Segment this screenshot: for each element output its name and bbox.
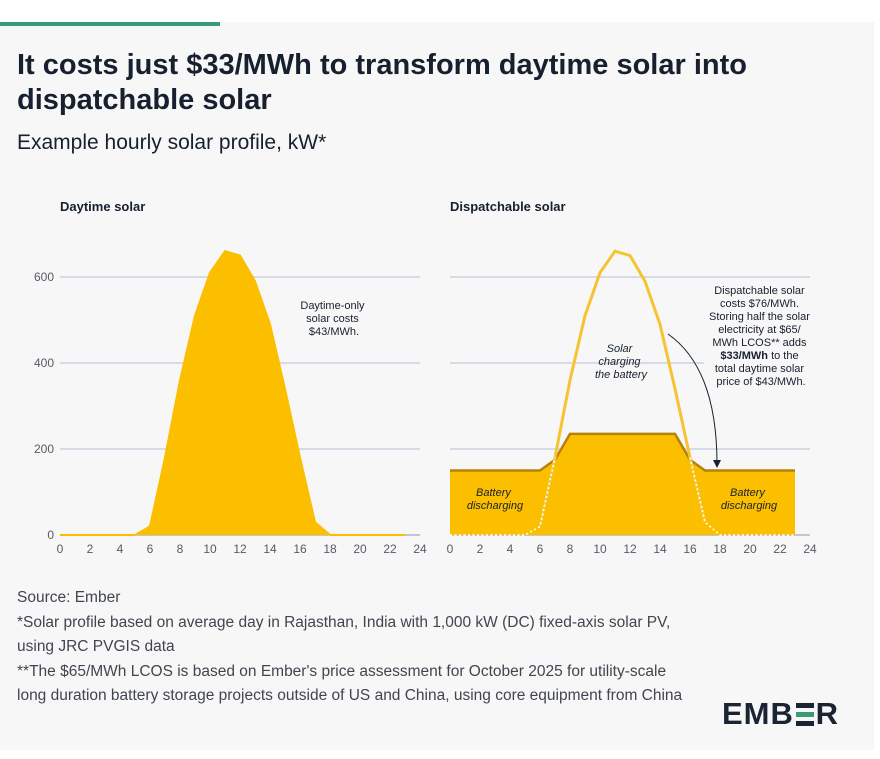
dispatchable-line (450, 432, 795, 472)
logo-bar-top (795, 703, 814, 708)
x-tick-label: 8 (177, 542, 184, 556)
logo-bar-bottom (795, 721, 814, 726)
annotation-line: Daytime-only (300, 300, 365, 312)
x-tick-label: 22 (383, 542, 397, 556)
source-note: Source: Ember (17, 589, 121, 606)
annotation-rest: to the (768, 350, 799, 362)
x-tick-label: 4 (507, 542, 514, 556)
ember-logo: EMBE R (722, 696, 839, 732)
solar-area-outline (60, 250, 405, 536)
annotation-line: price of $43/MWh. (716, 376, 805, 388)
charging-label: Solar charging the battery (595, 343, 648, 381)
chart-title: It costs just $33/MWh to transform dayti… (17, 49, 747, 116)
x-tick-label: 0 (447, 542, 454, 556)
label-line: Solar (607, 343, 634, 355)
dispatchable-solar-panel: Dispatchable solar 0 2 4 6 8 10 12 14 16 18 20 22 24… (447, 199, 818, 556)
panel-title-daytime: Daytime solar (60, 199, 145, 214)
panel-title-dispatchable: Dispatchable solar (450, 199, 566, 214)
x-tick-label: 6 (537, 542, 544, 556)
logo-suffix: R (815, 696, 839, 731)
x-tick-label: 16 (683, 542, 697, 556)
annotation-line: $33/MWh to the (720, 350, 798, 362)
logo-stylized-letter: E (794, 696, 816, 731)
x-tick-label: 14 (263, 542, 277, 556)
annotation-bold: $33/MWh (720, 350, 768, 362)
x-tick-label: 22 (773, 542, 787, 556)
label-line: discharging (467, 500, 524, 512)
x-tick-label: 16 (293, 542, 307, 556)
x-tick-label: 6 (147, 542, 154, 556)
x-tick-label: 2 (477, 542, 484, 556)
label-line: Battery (730, 487, 766, 499)
accent-bar (0, 22, 220, 26)
x-tick-label: 14 (653, 542, 667, 556)
annotation-line: electricity at $65/ (718, 324, 801, 336)
annotation-line: MWh LCOS** adds (712, 337, 807, 349)
solar-curve-line (538, 249, 707, 527)
x-tick-label: 0 (57, 542, 64, 556)
annotation-line: total daytime solar (715, 363, 805, 375)
x-tick-labels: 0 2 4 6 8 10 12 14 16 18 20 22 24 (57, 542, 427, 556)
x-tick-label: 8 (567, 542, 574, 556)
footnote-1: *Solar profile based on average day in R… (17, 613, 671, 656)
x-tick-label: 2 (87, 542, 94, 556)
discharging-left-label: Battery discharging (467, 487, 524, 512)
label-line: the battery (595, 369, 648, 381)
annotation-line: solar costs (306, 313, 359, 325)
x-tick-label: 4 (117, 542, 124, 556)
x-tick-label: 24 (413, 542, 427, 556)
x-tick-label: 12 (233, 542, 247, 556)
dispatchable-area (450, 433, 795, 535)
label-line: charging (598, 356, 641, 368)
logo-bar-mid (795, 712, 814, 717)
footnote-2: **The $65/MWh LCOS is based on Ember's p… (17, 662, 683, 705)
y-tick-label: 600 (34, 270, 54, 284)
label-line: discharging (721, 500, 778, 512)
chart-subtitle: Example hourly solar profile, kW* (17, 131, 327, 154)
annotation-line: costs $76/MWh. (720, 298, 799, 310)
annotation-line: $43/MWh. (309, 326, 359, 338)
x-tick-label: 10 (593, 542, 607, 556)
daytime-annotation: Daytime-only solar costs $43/MWh. (300, 300, 367, 338)
discharging-right-label: Battery discharging (721, 487, 778, 512)
x-tick-label: 18 (713, 542, 727, 556)
dispatchable-annotation: Dispatchable solar costs $76/MWh. Storin… (709, 285, 813, 388)
x-tick-label: 12 (623, 542, 637, 556)
label-line: Battery (476, 487, 512, 499)
annotation-line: Dispatchable solar (714, 285, 805, 297)
solar-curve-dotted-right (689, 457, 795, 536)
logo-e-bars (795, 703, 814, 726)
footer-notes: Source: Ember *Solar profile based on av… (17, 586, 697, 709)
y-tick-labels: 0 200 400 600 (34, 270, 54, 542)
annotation-line: Storing half the solar (709, 311, 810, 323)
y-tick-label: 0 (47, 528, 54, 542)
x-tick-label: 18 (323, 542, 337, 556)
x-tick-label: 20 (353, 542, 367, 556)
annotation-background (704, 284, 818, 388)
y-tick-label: 400 (34, 356, 54, 370)
y-tick-label: 200 (34, 442, 54, 456)
annotation-arrow (667, 333, 721, 468)
x-tick-label: 24 (803, 542, 817, 556)
solar-area (60, 251, 405, 535)
x-tick-label: 20 (743, 542, 757, 556)
x-tick-label: 10 (203, 542, 217, 556)
logo-prefix: EMB (722, 696, 794, 731)
x-tick-labels: 0 2 4 6 8 10 12 14 16 18 20 22 24 (447, 542, 817, 556)
